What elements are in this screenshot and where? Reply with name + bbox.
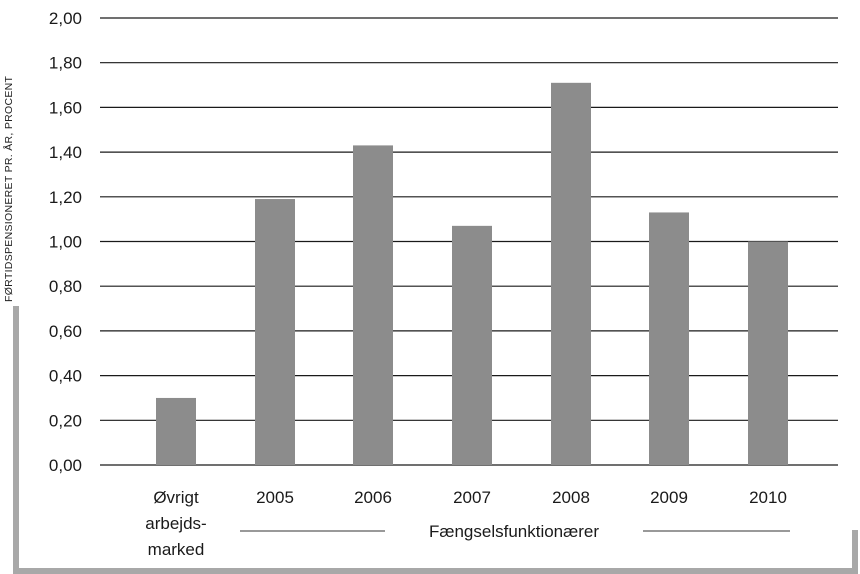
x-tick-label: 2006 <box>354 488 392 507</box>
x-tick-label: 2007 <box>453 488 491 507</box>
x-tick-label: 2009 <box>650 488 688 507</box>
x-tick-labels: Øvrigt arbejds-marked 2005 2006 2007 2008 2009… <box>145 488 787 559</box>
y-tick-label: 0,40 <box>49 367 82 386</box>
y-tick-label: 1,40 <box>49 143 82 162</box>
y-tick-label: 0,80 <box>49 277 82 296</box>
bar <box>551 82 591 465</box>
y-tick-label: 1,20 <box>49 188 82 207</box>
y-tick-label: 0,20 <box>49 411 82 430</box>
x-tick-label: 2010 <box>749 488 787 507</box>
y-tick-label: 0,00 <box>49 456 82 475</box>
y-tick-labels: 0,00 0,20 0,40 0,60 0,80 1,00 1,20 1,40 1,60 1,80… <box>49 9 82 475</box>
x-tick-label: 2005 <box>256 488 294 507</box>
y-tick-label: 2,00 <box>49 9 82 28</box>
y-axis-label: FØRTIDSPENSIONERET PR. ÅR, PROCENT <box>3 75 15 302</box>
y-tick-label: 1,00 <box>49 233 82 252</box>
y-tick-label: 0,60 <box>49 322 82 341</box>
y-tick-label: 1,80 <box>49 54 82 73</box>
x-tick-label: 2008 <box>552 488 590 507</box>
bar <box>452 225 492 465</box>
frame-bottom-border <box>13 568 858 574</box>
bar <box>353 145 393 465</box>
group-label: Fængselsfunktionærer <box>429 522 599 541</box>
bar <box>748 241 788 465</box>
bar <box>649 212 689 465</box>
frame-left-border <box>13 306 19 572</box>
category-group: Fængselsfunktionærer <box>240 522 790 541</box>
bars <box>156 82 788 465</box>
x-tick-label: Øvrigt <box>153 488 199 507</box>
x-tick-label: marked <box>148 540 205 559</box>
x-tick-label: arbejds- <box>145 514 206 533</box>
y-tick-label: 1,60 <box>49 98 82 117</box>
bar <box>156 397 196 465</box>
bar <box>255 199 295 465</box>
frame-right-border <box>852 530 858 574</box>
